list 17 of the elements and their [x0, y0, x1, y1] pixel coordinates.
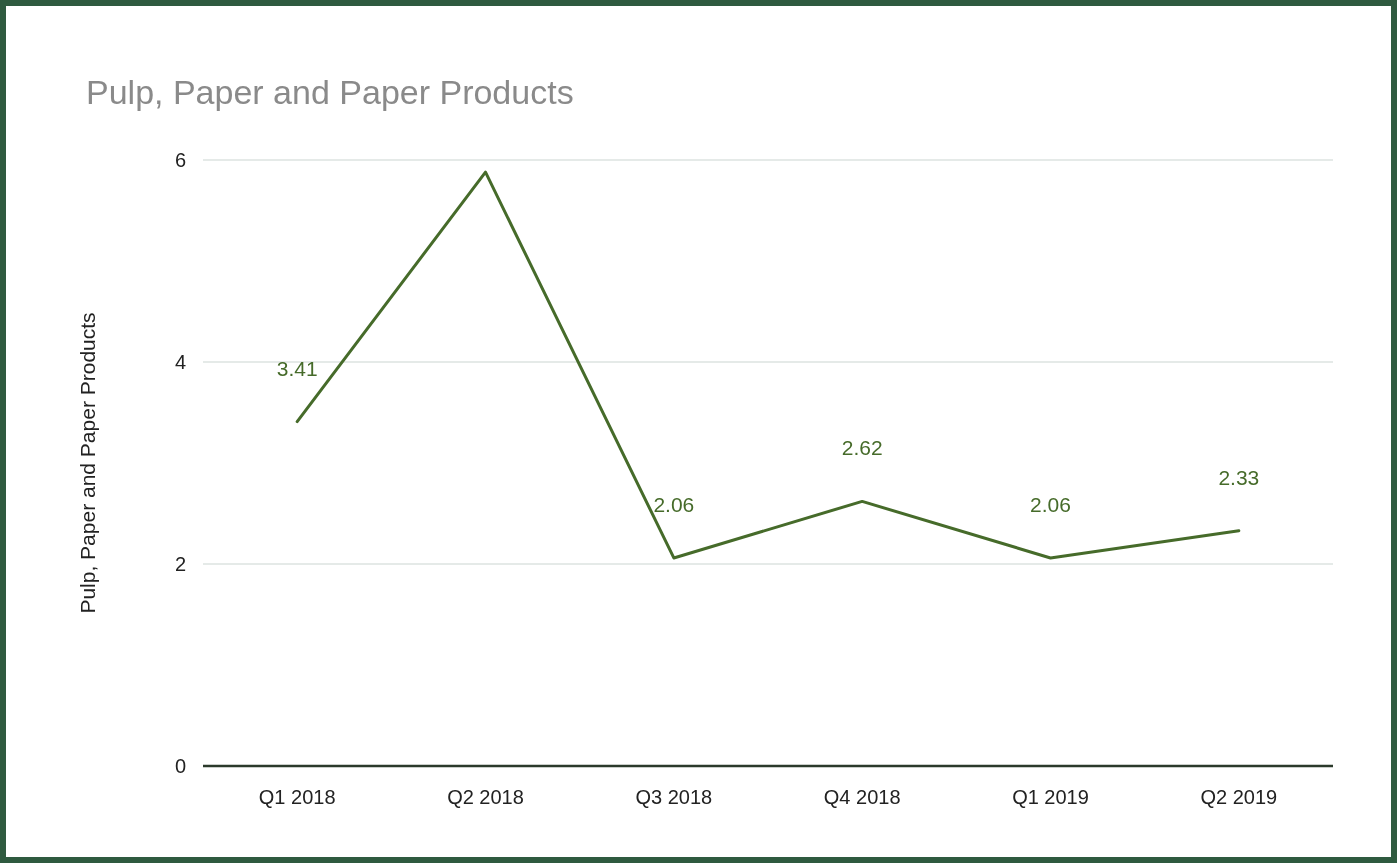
x-tick-label: Q3 2018 [635, 786, 713, 808]
data-label: 2.33 [1218, 465, 1260, 489]
data-label: 2.06 [653, 492, 695, 516]
y-tick-label: 0 [174, 755, 186, 777]
y-tick-label: 2 [174, 553, 186, 575]
x-tick-label: Q2 2018 [447, 786, 524, 808]
data-label: 2.62 [841, 436, 883, 460]
y-tick-label: 4 [174, 351, 186, 373]
y-axis-title: Pulp, Paper and Paper Products [76, 312, 99, 614]
data-label: 3.41 [276, 356, 318, 380]
y-tick-label: 6 [174, 149, 186, 171]
data-label: 2.06 [1030, 492, 1071, 516]
x-tick-label: Q2 2019 [1200, 786, 1278, 808]
x-tick-label: Q1 2018 [258, 786, 336, 808]
chart-title: Pulp, Paper and Paper Products [86, 73, 574, 111]
x-tick-label: Q1 2019 [1012, 786, 1089, 808]
x-tick-label: Q4 2018 [823, 786, 901, 808]
